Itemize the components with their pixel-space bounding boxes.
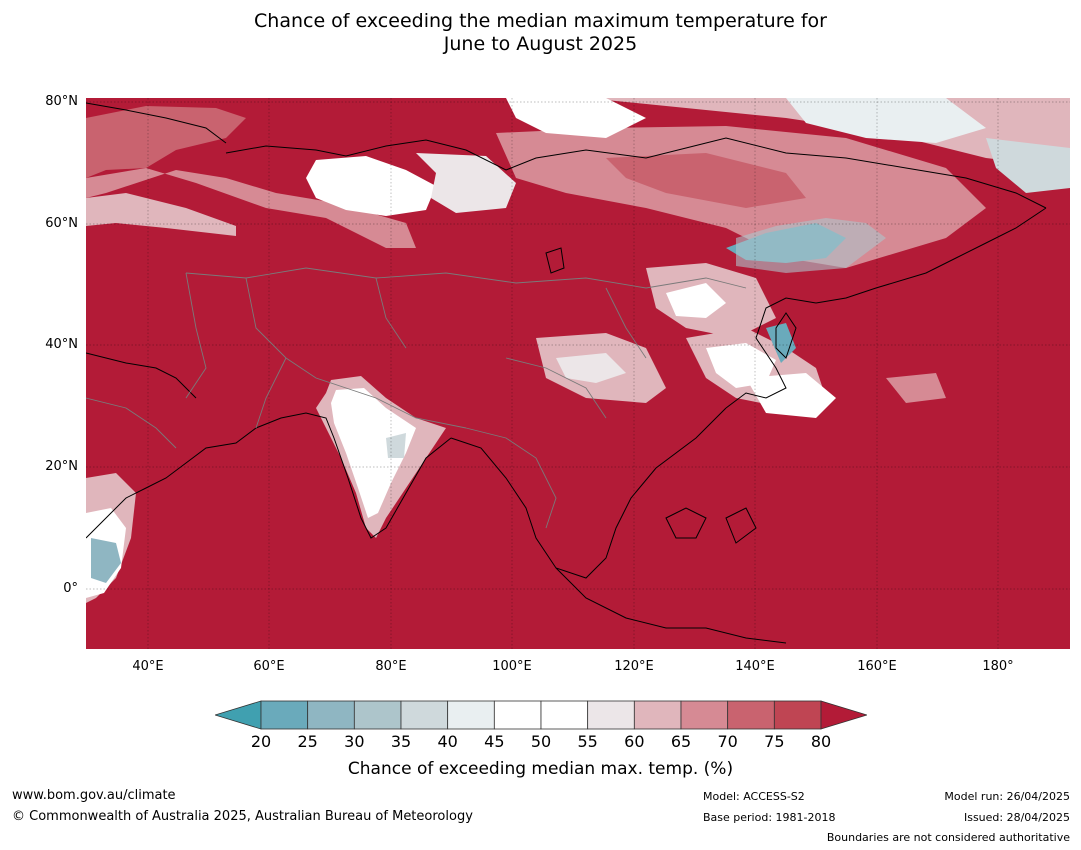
colorbar-arrow-low	[213, 700, 262, 730]
issued-date: Issued: 28/04/2025	[963, 811, 1070, 824]
colorbar-bin-40-45	[447, 700, 495, 730]
east-africa-cool-patch	[91, 538, 121, 583]
east-china-neutral	[556, 353, 626, 383]
colorbar-bin-45-50	[493, 700, 542, 730]
temperature-probability-map	[86, 98, 1070, 649]
colorbar-tick-40: 40	[437, 732, 458, 751]
lon-label-60e: 60°E	[253, 659, 285, 674]
colorbar-tick-25: 25	[297, 732, 318, 751]
northwest-lighter-region	[86, 106, 246, 178]
colorbar	[213, 700, 869, 732]
colorbar-bin-55-60	[587, 700, 635, 730]
lat-label-20n: 20°N	[45, 459, 78, 474]
lon-label-180: 180°	[982, 659, 1014, 674]
colorbar-svg	[213, 700, 869, 730]
lon-label-80e: 80°E	[375, 659, 407, 674]
colorbar-bin-30-35	[353, 700, 402, 730]
colorbar-bin-50-55	[540, 700, 589, 730]
colorbar-tick-70: 70	[717, 732, 738, 751]
coastlines	[86, 102, 1047, 644]
lat-label-40n: 40°N	[45, 337, 78, 352]
lon-label-100e: 100°E	[492, 659, 532, 674]
graticule	[86, 98, 1070, 649]
model-name: Model: ACCESS-S2	[703, 790, 805, 803]
colorbar-title: Chance of exceeding median max. temp. (%…	[347, 759, 734, 779]
lon-label-160e: 160°E	[857, 659, 897, 674]
website-link[interactable]: www.bom.gov.au/climate	[12, 788, 176, 803]
central-siberia-pale	[416, 153, 516, 213]
arctic-neutral-1	[506, 98, 646, 138]
copyright-text: © Commonwealth of Australia 2025, Austra…	[12, 809, 473, 824]
colorbar-arrow-high	[820, 700, 869, 730]
colorbar-bin-25-30	[307, 700, 355, 730]
colorbar-tick-75: 75	[764, 732, 785, 751]
colorbar-tick-20: 20	[250, 732, 272, 751]
colorbar-bin-35-40	[400, 700, 449, 730]
chart-title: Chance of exceeding the median maximum t…	[0, 10, 1081, 56]
lat-label-0: 0°	[63, 581, 78, 596]
colorbar-tick-55: 55	[577, 732, 598, 751]
colorbar-tick-65: 65	[670, 732, 692, 751]
pacific-pale-patch	[886, 373, 946, 403]
title-line-1: Chance of exceeding the median maximum t…	[254, 10, 827, 32]
colorbar-tick-45: 45	[484, 732, 505, 751]
colorbar-bin-65-70	[680, 700, 729, 730]
model-run-date: Model run: 26/04/2025	[944, 790, 1070, 803]
colorbar-bin-60-65	[633, 700, 682, 730]
japan-south-neutral	[746, 373, 836, 418]
country-borders	[86, 267, 747, 529]
arctic-neutral-2	[786, 98, 986, 143]
lon-label-120e: 120°E	[614, 659, 654, 674]
korea-neutral	[706, 343, 776, 388]
colorbar-tick-35: 35	[390, 732, 412, 751]
map-svg	[86, 98, 1070, 649]
colorbar-tick-80: 80	[810, 732, 832, 751]
colorbar-tick-50: 50	[530, 732, 552, 751]
colorbar-bin-20-25	[260, 700, 309, 730]
northeast-china-neutral	[666, 283, 726, 318]
colorbar-bin-70-75	[727, 700, 775, 730]
colorbar-bin-75-80	[773, 700, 822, 730]
colorbar-tick-60: 60	[624, 732, 645, 751]
west-siberia-neutral-patch	[306, 156, 436, 216]
india-neutral-region	[331, 388, 416, 518]
okhotsk-cool-halo	[736, 218, 886, 273]
boundaries-note: Boundaries are not considered authoritat…	[826, 831, 1070, 844]
east-arctic-cool	[986, 138, 1070, 193]
lon-label-40e: 40°E	[132, 659, 164, 674]
base-period: Base period: 1981-2018	[703, 811, 836, 824]
lat-label-80n: 80°N	[45, 94, 78, 109]
colorbar-tick-30: 30	[344, 732, 365, 751]
lon-label-140e: 140°E	[735, 659, 775, 674]
lat-label-60n: 60°N	[45, 216, 78, 231]
west-band-pale	[86, 193, 236, 236]
india-cool-spot	[386, 433, 406, 458]
title-line-2: June to August 2025	[443, 33, 638, 55]
north-siberia-core	[606, 153, 806, 208]
japan-cool-patch	[766, 323, 796, 363]
